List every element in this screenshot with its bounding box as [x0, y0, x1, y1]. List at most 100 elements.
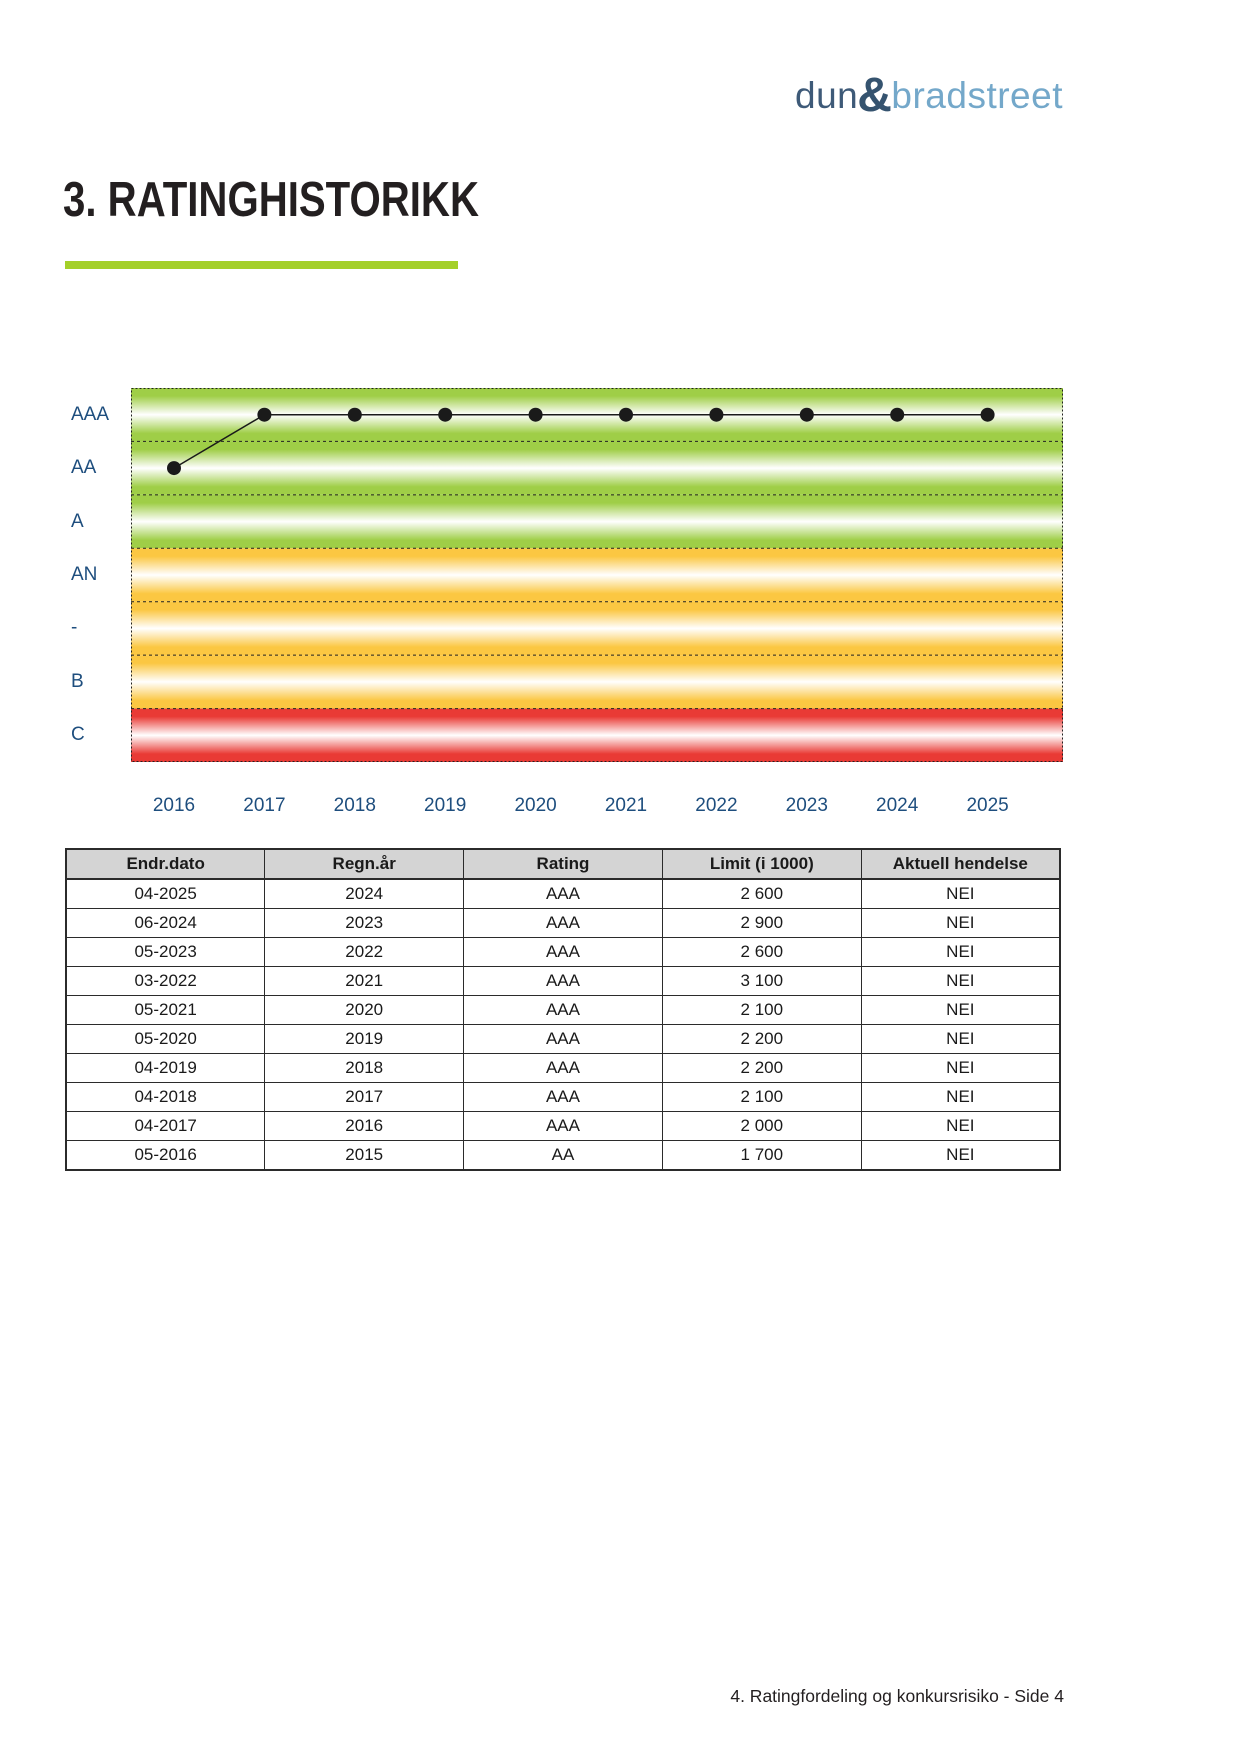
data-point-2016 — [167, 461, 181, 476]
rating-line — [173, 413, 988, 469]
table-cell: 2017 — [264, 1082, 465, 1112]
y-axis-label-dash: - — [71, 617, 78, 639]
table-cell: NEI — [860, 1053, 1061, 1083]
table-cell: 2 100 — [661, 995, 862, 1025]
table-header-cell: Rating — [463, 848, 663, 880]
table-cell: NEI — [860, 1082, 1061, 1112]
table-cell: 1 700 — [661, 1140, 862, 1171]
table-cell: 2018 — [264, 1053, 465, 1083]
table-cell: AAA — [463, 1024, 663, 1054]
table-header-cell: Regn.år — [264, 848, 465, 880]
data-point-2021 — [619, 407, 633, 422]
logo-text-bradstreet: bradstreet — [891, 75, 1063, 116]
table-cell: 2020 — [264, 995, 465, 1025]
table-cell: AA — [463, 1140, 663, 1171]
table-cell: 05-2020 — [65, 1024, 266, 1054]
data-point-2019 — [438, 407, 453, 422]
table-row: 05-2020 2019 AAA 2 200 NEI — [65, 1024, 1061, 1054]
y-axis-label-aaa: AAA — [71, 403, 110, 425]
logo-text-dun: dun — [795, 75, 859, 116]
table-cell: AAA — [463, 908, 663, 938]
table-cell: 3 100 — [661, 966, 862, 996]
table-cell: 2 200 — [661, 1053, 862, 1083]
y-axis-label-an: AN — [71, 564, 98, 585]
table-cell: 03-2022 — [65, 966, 266, 996]
table-cell: AAA — [463, 966, 663, 996]
table-row: 04-2025 2024 AAA 2 600 NEI — [65, 878, 1061, 909]
table-cell: 2016 — [264, 1111, 465, 1141]
table-cell: AAA — [463, 1053, 663, 1083]
logo-ampersand-icon: & — [857, 69, 893, 122]
x-axis-label-2017: 2017 — [243, 795, 286, 816]
table-cell: 2 900 — [661, 908, 862, 938]
table-row: 04-2017 2016 AAA 2 000 NEI — [65, 1111, 1061, 1141]
y-axis-label-b: B — [71, 670, 84, 692]
data-point-2017 — [257, 407, 272, 422]
table-cell: 04-2025 — [65, 878, 266, 909]
table-cell: 2 000 — [661, 1111, 862, 1141]
chart-band-B — [131, 655, 1063, 709]
page-footer: 4. Ratingfordeling og konkursrisiko - Si… — [730, 1686, 1064, 1706]
table-cell: 05-2023 — [65, 937, 266, 967]
x-axis-label-2024: 2024 — [876, 795, 919, 816]
table-row: 06-2024 2023 AAA 2 900 NEI — [65, 908, 1061, 938]
table-cell: NEI — [860, 1111, 1061, 1141]
table-cell: NEI — [860, 1024, 1061, 1054]
table-cell: 05-2021 — [65, 995, 266, 1025]
table-cell: NEI — [860, 878, 1061, 909]
x-axis-label-2023: 2023 — [785, 795, 828, 816]
table-cell: AAA — [463, 995, 663, 1025]
table-cell: 2019 — [264, 1024, 465, 1054]
table-cell: 04-2017 — [65, 1111, 266, 1141]
section-title: 3. RATINGHISTORIKK — [63, 173, 479, 227]
x-axis-label-2016: 2016 — [152, 795, 196, 816]
table-cell: NEI — [860, 966, 1061, 996]
table-cell: 05-2016 — [65, 1140, 266, 1171]
table-cell: 2015 — [264, 1140, 465, 1171]
table-row: 05-2021 2020 AAA 2 100 NEI — [65, 995, 1061, 1025]
table-header-cell: Aktuell hendelse — [860, 848, 1061, 880]
table-cell: 2 100 — [661, 1082, 862, 1112]
chart-band-A — [131, 494, 1063, 549]
x-axis-label-2019: 2019 — [424, 795, 467, 816]
data-point-2025 — [980, 407, 995, 422]
table-cell: NEI — [860, 995, 1061, 1025]
data-point-2018 — [347, 407, 362, 422]
table-cell: 04-2018 — [65, 1082, 266, 1112]
table-header-row: Endr.dato Regn.år Rating Limit (i 1000) Aktu… — [65, 848, 1061, 880]
chart-band-dash — [131, 601, 1063, 656]
x-axis-label-2025: 2025 — [966, 795, 1009, 816]
table-cell: AAA — [463, 937, 663, 967]
table-row: 03-2022 2021 AAA 3 100 NEI — [65, 966, 1061, 996]
table-cell: 2024 — [264, 878, 465, 909]
table-row: 05-2016 2015 AA 1 700 NEI — [65, 1140, 1061, 1171]
chart-band-AA — [131, 441, 1063, 495]
table-cell: 2 600 — [661, 937, 862, 967]
y-axis-label-a: A — [71, 510, 84, 532]
table-row: 05-2023 2022 AAA 2 600 NEI — [65, 937, 1061, 967]
table-header-cell: Limit (i 1000) — [661, 848, 862, 880]
table-cell: AAA — [463, 1082, 663, 1112]
x-axis-label-2021: 2021 — [604, 795, 648, 816]
data-point-2020 — [528, 407, 543, 422]
table-cell: AAA — [463, 1111, 663, 1141]
table-cell: 2022 — [264, 937, 465, 967]
table-row: 04-2019 2018 AAA 2 200 NEI — [65, 1053, 1061, 1083]
table-row: 04-2018 2017 AAA 2 100 NEI — [65, 1082, 1061, 1112]
data-point-2024 — [890, 407, 905, 422]
data-point-2023 — [799, 407, 814, 422]
table-cell: NEI — [860, 1140, 1061, 1171]
table-cell: NEI — [860, 908, 1061, 938]
table-cell: NEI — [860, 937, 1061, 967]
chart-band-AN — [131, 548, 1063, 602]
data-point-2022 — [709, 407, 724, 422]
table-cell: 2023 — [264, 908, 465, 938]
x-axis-label-2018: 2018 — [333, 795, 376, 816]
table-cell: 2 200 — [661, 1024, 862, 1054]
table-cell: AAA — [463, 878, 663, 909]
y-axis-label-c: C — [71, 724, 85, 746]
table-cell: 2021 — [264, 966, 465, 996]
table-cell: 2 600 — [661, 878, 862, 909]
title-accent-bar — [65, 261, 458, 269]
y-axis-label-aa: AA — [71, 457, 97, 479]
